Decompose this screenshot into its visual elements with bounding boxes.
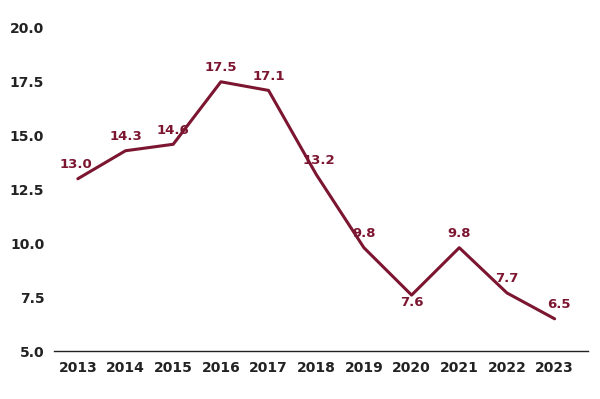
Text: 6.5: 6.5: [547, 298, 570, 311]
Text: 17.1: 17.1: [253, 70, 285, 83]
Text: 9.8: 9.8: [448, 227, 471, 240]
Text: 7.7: 7.7: [495, 273, 518, 285]
Text: 14.3: 14.3: [109, 130, 142, 143]
Text: 13.0: 13.0: [59, 158, 92, 171]
Text: 9.8: 9.8: [352, 227, 376, 240]
Text: 13.2: 13.2: [302, 154, 335, 167]
Text: 7.6: 7.6: [400, 296, 424, 309]
Text: 17.5: 17.5: [205, 61, 237, 74]
Text: 14.6: 14.6: [157, 124, 190, 137]
